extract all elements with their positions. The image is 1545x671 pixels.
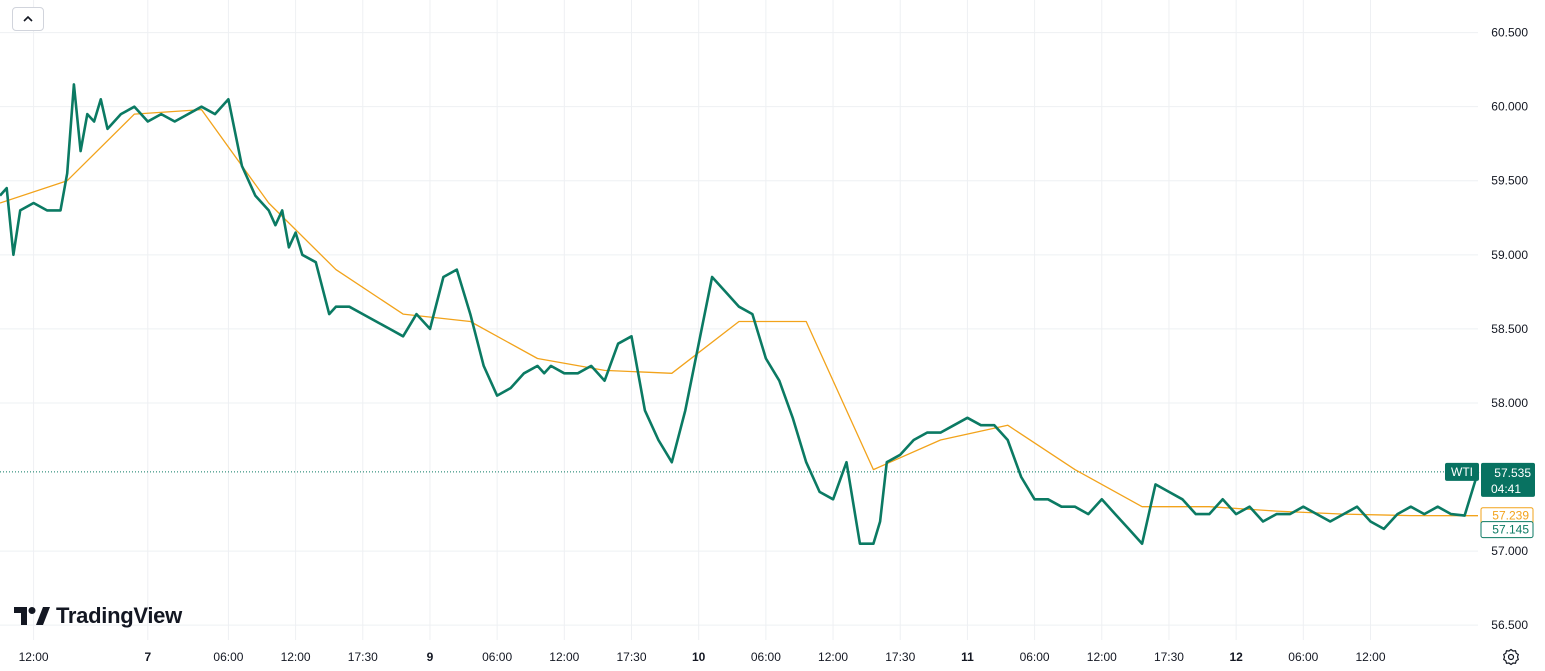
- x-tick-label: 17:30: [1154, 650, 1184, 664]
- chart-grid: [0, 0, 1478, 640]
- current-price-badge: [1481, 462, 1535, 497]
- countdown-label: 04:41: [1491, 482, 1521, 496]
- y-tick-label: 57.000: [1491, 544, 1528, 558]
- y-tick-label: 58.500: [1491, 322, 1528, 336]
- collapse-button[interactable]: [12, 7, 44, 31]
- x-tick-label: 11: [961, 650, 974, 664]
- x-tick-label: 9: [427, 650, 434, 664]
- symbol-tag: [1445, 462, 1479, 481]
- x-tick-label: 12: [1229, 650, 1243, 664]
- logo-text: TradingView: [56, 603, 182, 628]
- symbol-tag-text: WTI: [1451, 465, 1473, 479]
- ma-series-path: [0, 108, 1479, 517]
- y-tick-label: 59.000: [1491, 248, 1528, 262]
- x-tick-label: 06:00: [751, 650, 781, 664]
- tradingview-logo-icon: [14, 607, 50, 625]
- x-tick-label: 17:30: [616, 650, 646, 664]
- x-tick-label: 7: [144, 650, 151, 664]
- moving-average-line: [0, 108, 1479, 517]
- ma-value-label: 57.239: [1492, 509, 1529, 523]
- low-value-label: 57.145: [1492, 523, 1529, 537]
- chart-settings-button[interactable]: [1500, 646, 1522, 668]
- y-tick-label: 60.000: [1491, 100, 1528, 114]
- y-tick-label: 59.500: [1491, 174, 1528, 188]
- chevron-up-icon: [23, 15, 33, 22]
- x-tick-label: 06:00: [213, 650, 243, 664]
- price-line: [0, 83, 1480, 545]
- x-tick-label: 06:00: [1288, 650, 1318, 664]
- low-value-badge: [1480, 521, 1534, 539]
- x-tick-label: 12:00: [281, 650, 311, 664]
- x-tick-label: 12:00: [549, 650, 579, 664]
- settings-icon: [1502, 648, 1520, 666]
- time-axis[interactable]: 12:00 7 06:00 12:00 17:30 9 06:00 12:00 17:30 10 0…: [19, 650, 1386, 664]
- x-tick-label: 06:00: [1020, 650, 1050, 664]
- current-price-label: 57.535: [1494, 466, 1531, 480]
- y-tick-label: 60.500: [1491, 26, 1528, 40]
- price-axis[interactable]: 60.500 60.000 59.500 59.000 58.500 58.000 57.0…: [1491, 26, 1528, 633]
- x-tick-label: 17:30: [885, 650, 915, 664]
- x-tick-label: 12:00: [1355, 650, 1385, 664]
- x-tick-label: 12:00: [1087, 650, 1117, 664]
- y-tick-label: 56.500: [1491, 618, 1528, 632]
- price-series-path: [0, 83, 1480, 545]
- x-tick-label: 06:00: [482, 650, 512, 664]
- x-tick-label: 12:00: [19, 650, 49, 664]
- x-tick-label: 12:00: [818, 650, 848, 664]
- y-tick-label: 58.000: [1491, 396, 1528, 410]
- x-tick-label: 17:30: [348, 650, 378, 664]
- tradingview-logo[interactable]: TradingView: [14, 603, 182, 629]
- x-tick-label: 10: [692, 650, 706, 664]
